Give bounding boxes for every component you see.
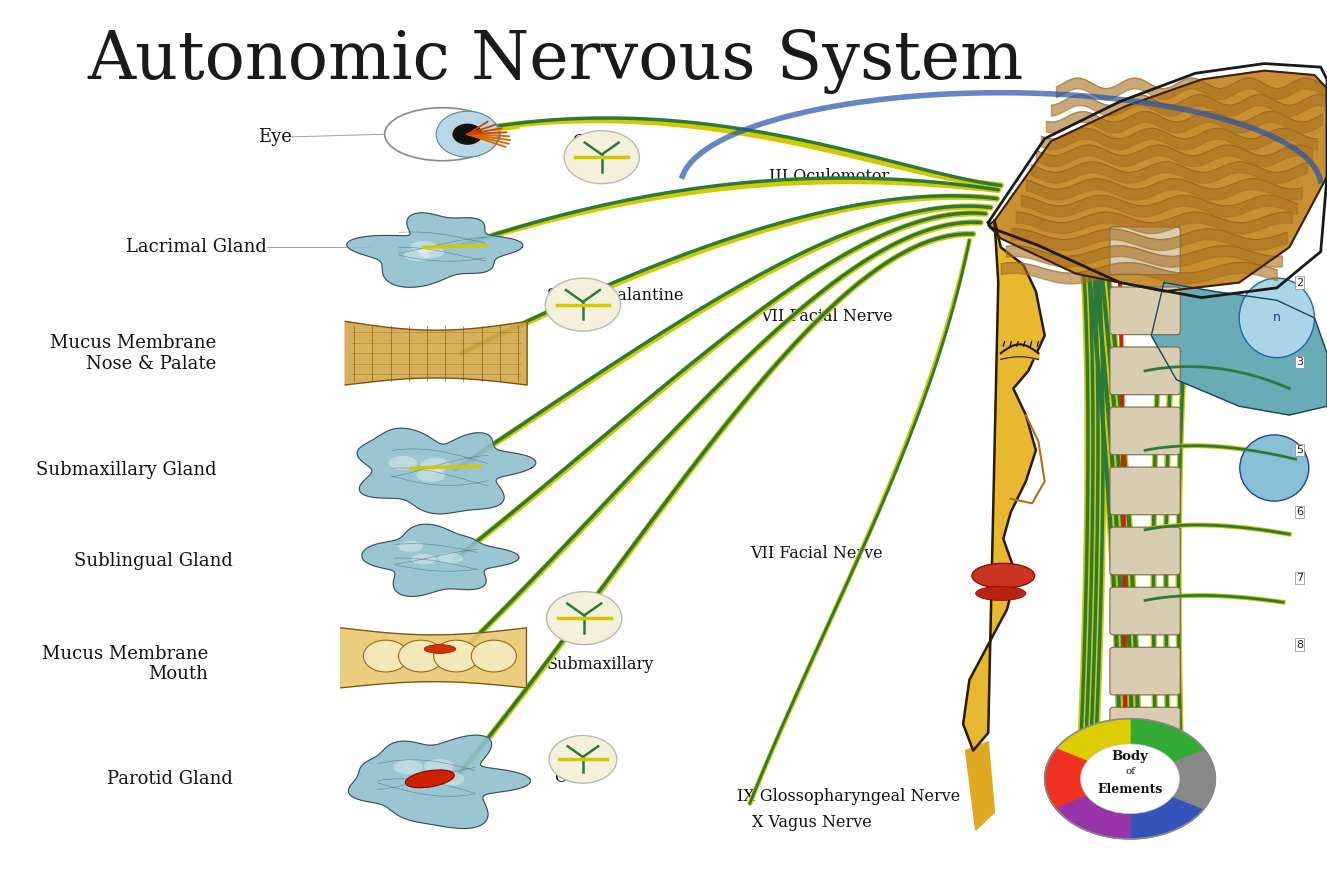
Text: III Oculomotor: III Oculomotor xyxy=(768,168,889,185)
Polygon shape xyxy=(963,221,1044,751)
Text: Eye: Eye xyxy=(257,128,292,146)
Circle shape xyxy=(364,640,409,672)
FancyBboxPatch shape xyxy=(1109,587,1180,635)
Circle shape xyxy=(471,640,516,672)
FancyBboxPatch shape xyxy=(1109,467,1180,515)
Text: Lacrimal Gland: Lacrimal Gland xyxy=(126,238,267,256)
Polygon shape xyxy=(357,428,536,514)
Text: Submaxillary: Submaxillary xyxy=(547,655,654,673)
Ellipse shape xyxy=(417,468,446,482)
Ellipse shape xyxy=(1239,434,1308,502)
Circle shape xyxy=(545,278,621,331)
Polygon shape xyxy=(989,71,1327,291)
Polygon shape xyxy=(1056,779,1131,839)
Circle shape xyxy=(398,640,443,672)
Text: Autonomic Nervous System: Autonomic Nervous System xyxy=(88,28,1023,94)
Text: of: of xyxy=(1125,767,1135,776)
Ellipse shape xyxy=(389,456,418,471)
Polygon shape xyxy=(346,213,523,287)
Text: X Vagus Nerve: X Vagus Nerve xyxy=(752,814,872,832)
Ellipse shape xyxy=(406,770,454,788)
FancyBboxPatch shape xyxy=(1109,767,1180,815)
Ellipse shape xyxy=(385,108,500,161)
Polygon shape xyxy=(1131,719,1204,779)
Ellipse shape xyxy=(411,554,437,564)
Ellipse shape xyxy=(425,645,455,653)
Text: Otic: Otic xyxy=(555,768,588,786)
Circle shape xyxy=(547,592,622,645)
Text: Sublingual Gland: Sublingual Gland xyxy=(74,552,232,570)
Ellipse shape xyxy=(435,772,464,786)
Ellipse shape xyxy=(421,457,450,472)
Text: Mucus Membrane
Mouth: Mucus Membrane Mouth xyxy=(41,645,208,683)
Polygon shape xyxy=(1131,749,1216,809)
Text: VII Facial Nerve: VII Facial Nerve xyxy=(750,545,882,562)
Circle shape xyxy=(453,124,483,145)
FancyBboxPatch shape xyxy=(1109,407,1180,455)
Circle shape xyxy=(1080,744,1180,813)
Polygon shape xyxy=(966,742,994,830)
Polygon shape xyxy=(341,628,527,688)
FancyBboxPatch shape xyxy=(1109,647,1180,695)
FancyBboxPatch shape xyxy=(1109,287,1180,335)
Text: 3: 3 xyxy=(1296,357,1303,367)
Text: n: n xyxy=(1273,312,1281,324)
Ellipse shape xyxy=(398,541,423,552)
Text: Submaxillary Gland: Submaxillary Gland xyxy=(36,461,216,479)
FancyBboxPatch shape xyxy=(1109,347,1180,395)
Ellipse shape xyxy=(438,553,463,563)
Ellipse shape xyxy=(394,760,423,774)
Ellipse shape xyxy=(975,586,1026,600)
Ellipse shape xyxy=(403,250,430,261)
Polygon shape xyxy=(349,736,531,828)
FancyBboxPatch shape xyxy=(1109,707,1180,755)
Circle shape xyxy=(564,131,640,184)
Text: 6: 6 xyxy=(1296,507,1303,517)
Ellipse shape xyxy=(418,247,445,258)
Polygon shape xyxy=(362,525,519,596)
Text: Body: Body xyxy=(1112,751,1148,763)
Ellipse shape xyxy=(425,759,454,774)
Text: Sphenopalantine: Sphenopalantine xyxy=(547,287,683,305)
Polygon shape xyxy=(1044,749,1131,809)
Text: Ciliary: Ciliary xyxy=(572,132,625,150)
Ellipse shape xyxy=(437,111,499,157)
Polygon shape xyxy=(1152,283,1327,415)
FancyBboxPatch shape xyxy=(1109,227,1180,275)
FancyBboxPatch shape xyxy=(1109,527,1180,575)
Ellipse shape xyxy=(971,563,1035,588)
Text: 8: 8 xyxy=(1296,639,1303,650)
Ellipse shape xyxy=(1239,278,1315,358)
Text: IX Glossopharyngeal Nerve: IX Glossopharyngeal Nerve xyxy=(738,788,961,805)
Text: Parotid Gland: Parotid Gland xyxy=(107,770,232,788)
Text: 5: 5 xyxy=(1296,445,1303,456)
Text: Mucus Membrane
Nose & Palate: Mucus Membrane Nose & Palate xyxy=(50,334,216,373)
Circle shape xyxy=(549,736,617,783)
Polygon shape xyxy=(1131,779,1204,839)
Polygon shape xyxy=(1056,719,1131,779)
Ellipse shape xyxy=(411,241,437,253)
Text: VII Facial Nerve: VII Facial Nerve xyxy=(760,307,893,325)
Circle shape xyxy=(434,640,479,672)
Text: Elements: Elements xyxy=(1097,783,1162,796)
Polygon shape xyxy=(345,321,527,385)
Text: 7: 7 xyxy=(1296,573,1303,584)
Text: 2: 2 xyxy=(1296,277,1303,288)
